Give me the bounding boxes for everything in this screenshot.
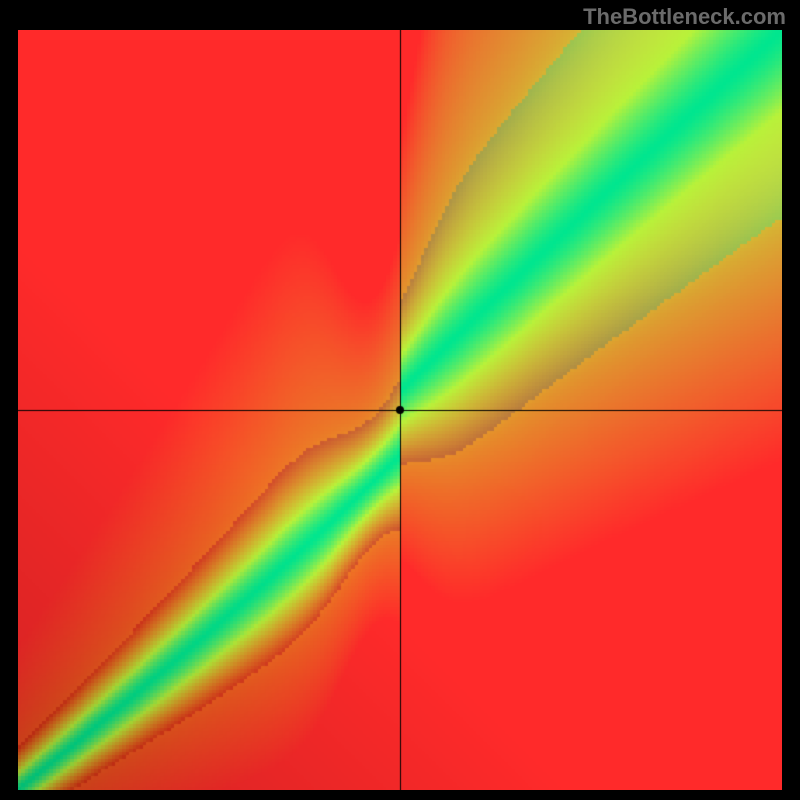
watermark-text: TheBottleneck.com (583, 4, 786, 30)
bottleneck-heatmap (18, 30, 782, 790)
chart-container: { "chart": { "type": "heatmap", "outer_w… (0, 0, 800, 800)
